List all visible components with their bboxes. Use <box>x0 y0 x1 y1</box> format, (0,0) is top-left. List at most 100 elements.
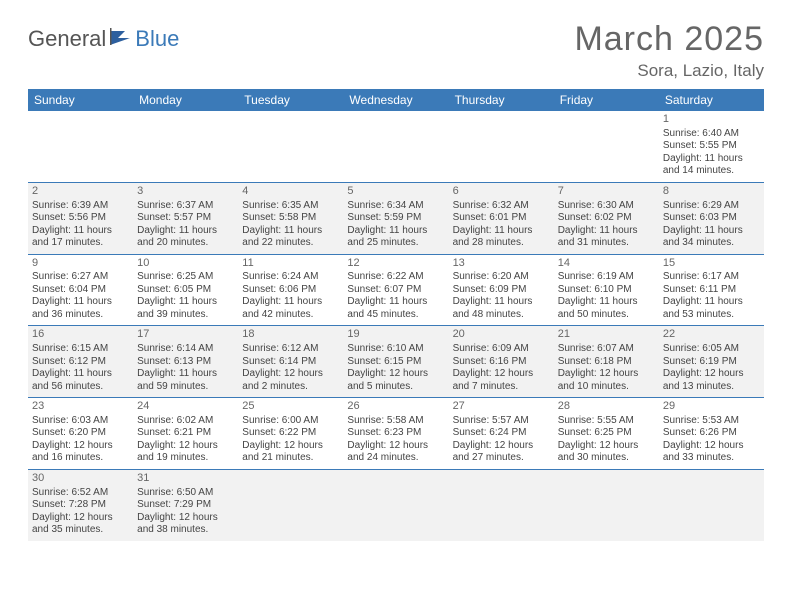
day-number: 20 <box>453 328 550 342</box>
weekday-header: Monday <box>133 89 238 111</box>
daylight-text: and 2 minutes. <box>242 381 339 394</box>
daylight-text: Daylight: 11 hours <box>453 296 550 309</box>
calendar-day-cell: 30Sunrise: 6:52 AMSunset: 7:28 PMDayligh… <box>28 469 133 540</box>
daylight-text: Daylight: 11 hours <box>663 153 760 166</box>
calendar-empty-cell <box>449 111 554 182</box>
calendar-day-cell: 24Sunrise: 6:02 AMSunset: 6:21 PMDayligh… <box>133 398 238 470</box>
sunset-text: Sunset: 6:01 PM <box>453 212 550 225</box>
daylight-text: and 34 minutes. <box>663 237 760 250</box>
daylight-text: and 33 minutes. <box>663 452 760 465</box>
sunrise-text: Sunrise: 5:55 AM <box>558 415 655 428</box>
daylight-text: and 10 minutes. <box>558 381 655 394</box>
sunrise-text: Sunrise: 6:39 AM <box>32 200 129 213</box>
sunset-text: Sunset: 6:09 PM <box>453 284 550 297</box>
sunset-text: Sunset: 6:12 PM <box>32 356 129 369</box>
sunrise-text: Sunrise: 6:37 AM <box>137 200 234 213</box>
daylight-text: and 25 minutes. <box>347 237 444 250</box>
sunrise-text: Sunrise: 6:12 AM <box>242 343 339 356</box>
calendar-day-cell: 16Sunrise: 6:15 AMSunset: 6:12 PMDayligh… <box>28 326 133 398</box>
calendar-week-row: 30Sunrise: 6:52 AMSunset: 7:28 PMDayligh… <box>28 469 764 540</box>
sunset-text: Sunset: 6:03 PM <box>663 212 760 225</box>
daylight-text: and 31 minutes. <box>558 237 655 250</box>
calendar-day-cell: 20Sunrise: 6:09 AMSunset: 6:16 PMDayligh… <box>449 326 554 398</box>
sunrise-text: Sunrise: 6:40 AM <box>663 128 760 141</box>
sunset-text: Sunset: 5:59 PM <box>347 212 444 225</box>
daylight-text: and 35 minutes. <box>32 524 129 537</box>
daylight-text: Daylight: 11 hours <box>137 225 234 238</box>
daylight-text: Daylight: 12 hours <box>137 440 234 453</box>
sunset-text: Sunset: 6:14 PM <box>242 356 339 369</box>
sunrise-text: Sunrise: 6:22 AM <box>347 271 444 284</box>
daylight-text: and 16 minutes. <box>32 452 129 465</box>
calendar-empty-cell <box>449 469 554 540</box>
sunrise-text: Sunrise: 6:30 AM <box>558 200 655 213</box>
daylight-text: Daylight: 11 hours <box>137 368 234 381</box>
sunrise-text: Sunrise: 6:15 AM <box>32 343 129 356</box>
sunrise-text: Sunrise: 6:34 AM <box>347 200 444 213</box>
daylight-text: Daylight: 11 hours <box>242 296 339 309</box>
daylight-text: and 20 minutes. <box>137 237 234 250</box>
sunset-text: Sunset: 6:13 PM <box>137 356 234 369</box>
weekday-header: Sunday <box>28 89 133 111</box>
day-number: 4 <box>242 185 339 199</box>
sunrise-text: Sunrise: 6:03 AM <box>32 415 129 428</box>
sunrise-text: Sunrise: 6:32 AM <box>453 200 550 213</box>
daylight-text: and 45 minutes. <box>347 309 444 322</box>
daylight-text: Daylight: 12 hours <box>32 440 129 453</box>
daylight-text: and 42 minutes. <box>242 309 339 322</box>
calendar-day-cell: 6Sunrise: 6:32 AMSunset: 6:01 PMDaylight… <box>449 182 554 254</box>
weekday-header: Thursday <box>449 89 554 111</box>
sunset-text: Sunset: 6:04 PM <box>32 284 129 297</box>
day-number: 30 <box>32 472 129 486</box>
logo: General Blue <box>28 26 179 52</box>
sunset-text: Sunset: 5:55 PM <box>663 140 760 153</box>
sunrise-text: Sunrise: 6:20 AM <box>453 271 550 284</box>
weekday-header: Saturday <box>659 89 764 111</box>
day-number: 16 <box>32 328 129 342</box>
day-number: 15 <box>663 257 760 271</box>
sunset-text: Sunset: 6:05 PM <box>137 284 234 297</box>
calendar-day-cell: 15Sunrise: 6:17 AMSunset: 6:11 PMDayligh… <box>659 254 764 326</box>
sunrise-text: Sunrise: 6:19 AM <box>558 271 655 284</box>
daylight-text: Daylight: 12 hours <box>558 440 655 453</box>
daylight-text: and 27 minutes. <box>453 452 550 465</box>
calendar-week-row: 23Sunrise: 6:03 AMSunset: 6:20 PMDayligh… <box>28 398 764 470</box>
day-number: 13 <box>453 257 550 271</box>
day-number: 24 <box>137 400 234 414</box>
weekday-header: Friday <box>554 89 659 111</box>
day-number: 19 <box>347 328 444 342</box>
sunset-text: Sunset: 6:20 PM <box>32 427 129 440</box>
daylight-text: and 56 minutes. <box>32 381 129 394</box>
calendar-body: 1Sunrise: 6:40 AMSunset: 5:55 PMDaylight… <box>28 111 764 541</box>
sunset-text: Sunset: 6:16 PM <box>453 356 550 369</box>
daylight-text: Daylight: 12 hours <box>453 368 550 381</box>
day-number: 31 <box>137 472 234 486</box>
sunset-text: Sunset: 5:57 PM <box>137 212 234 225</box>
daylight-text: Daylight: 12 hours <box>663 440 760 453</box>
calendar-day-cell: 13Sunrise: 6:20 AMSunset: 6:09 PMDayligh… <box>449 254 554 326</box>
sunset-text: Sunset: 5:56 PM <box>32 212 129 225</box>
sunset-text: Sunset: 6:22 PM <box>242 427 339 440</box>
daylight-text: Daylight: 11 hours <box>663 225 760 238</box>
calendar-day-cell: 7Sunrise: 6:30 AMSunset: 6:02 PMDaylight… <box>554 182 659 254</box>
daylight-text: and 14 minutes. <box>663 165 760 178</box>
sunset-text: Sunset: 6:10 PM <box>558 284 655 297</box>
day-number: 23 <box>32 400 129 414</box>
calendar-day-cell: 26Sunrise: 5:58 AMSunset: 6:23 PMDayligh… <box>343 398 448 470</box>
calendar-week-row: 2Sunrise: 6:39 AMSunset: 5:56 PMDaylight… <box>28 182 764 254</box>
calendar-day-cell: 28Sunrise: 5:55 AMSunset: 6:25 PMDayligh… <box>554 398 659 470</box>
day-number: 9 <box>32 257 129 271</box>
sunrise-text: Sunrise: 6:02 AM <box>137 415 234 428</box>
sunrise-text: Sunrise: 6:25 AM <box>137 271 234 284</box>
calendar-day-cell: 19Sunrise: 6:10 AMSunset: 6:15 PMDayligh… <box>343 326 448 398</box>
sunset-text: Sunset: 6:19 PM <box>663 356 760 369</box>
day-number: 3 <box>137 185 234 199</box>
calendar-day-cell: 29Sunrise: 5:53 AMSunset: 6:26 PMDayligh… <box>659 398 764 470</box>
header: General Blue March 2025 Sora, Lazio, Ita… <box>28 20 764 81</box>
sunset-text: Sunset: 6:15 PM <box>347 356 444 369</box>
sunrise-text: Sunrise: 6:29 AM <box>663 200 760 213</box>
day-number: 6 <box>453 185 550 199</box>
sunrise-text: Sunrise: 6:09 AM <box>453 343 550 356</box>
daylight-text: Daylight: 11 hours <box>242 225 339 238</box>
daylight-text: and 24 minutes. <box>347 452 444 465</box>
